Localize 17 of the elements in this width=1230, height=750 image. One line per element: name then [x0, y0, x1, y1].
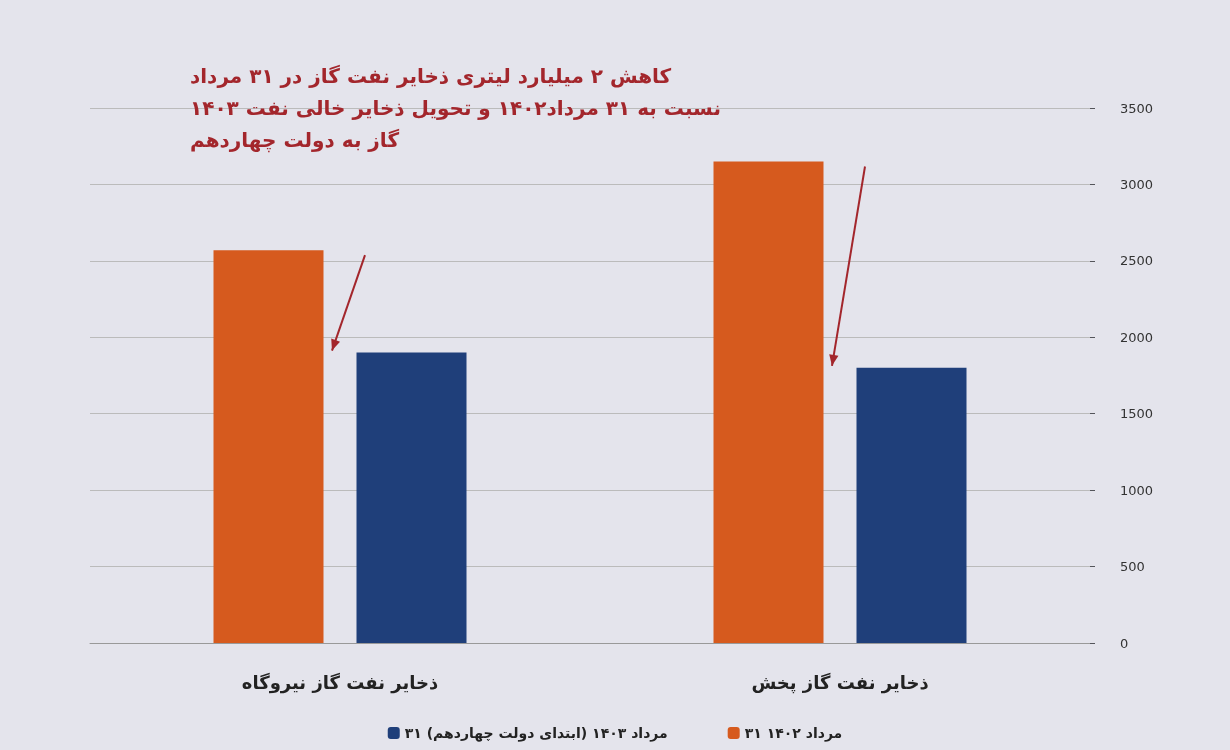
y-tick-label: 1000	[1120, 482, 1154, 498]
y-tick-label: 2000	[1120, 329, 1154, 345]
y-tick-label: 500	[1120, 559, 1145, 575]
y-tick-label: 3500	[1120, 100, 1154, 116]
y-tick-label: 2500	[1120, 253, 1154, 269]
legend-label: ۳۱ مرداد ۱۴۰۲	[744, 725, 843, 742]
y-tick-label: 3000	[1120, 176, 1154, 192]
chart-title: کاهش ۲ میلیارد لیتری ذخایر نفت گاز در ۳۱ مرداد ۱۴۰۳ نسبت به ۳۱ مرداد۱۴۰۲ و تحویل ذخایر خالی نفت گاز به دولت چهاردهم	[190, 64, 728, 153]
bar	[713, 161, 824, 643]
bar	[356, 352, 467, 643]
y-tick-label: 0	[1120, 635, 1129, 651]
legend-label: ۳۱ مرداد ۱۴۰۳ (ابتدای دولت چهاردهم)	[404, 725, 668, 742]
x-tick-label: ذخایر نفت گاز نیروگاه	[241, 671, 439, 694]
x-tick-label: ذخایر نفت گاز پخش	[751, 671, 929, 694]
bar	[213, 250, 324, 643]
bar	[856, 367, 967, 643]
y-tick-label: 1500	[1120, 406, 1154, 422]
